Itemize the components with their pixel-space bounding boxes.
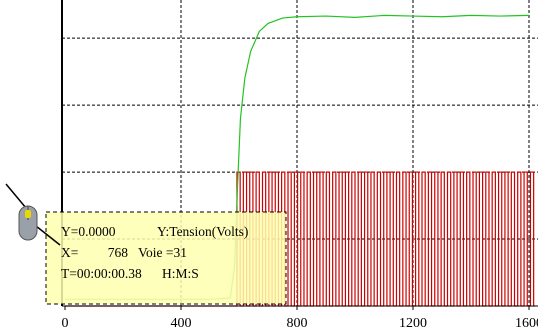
tooltip-text: Y:Tension(Volts) [157, 224, 248, 239]
tooltip-box [45, 211, 287, 305]
x-tick-label: 800 [287, 316, 308, 331]
mouse-pointer [5, 183, 61, 246]
tooltip-text: Voie =31 [138, 245, 187, 260]
x-tick-label: 1200 [399, 316, 427, 331]
tooltip-text: 768 [108, 245, 129, 260]
x-tick-label: 0 [62, 316, 69, 331]
pointer-line [5, 183, 27, 209]
tooltip-text: X= [61, 245, 78, 260]
tooltip-text: T=00:00:00.38 [61, 266, 142, 281]
grid [62, 0, 538, 306]
pointer-line [35, 225, 61, 246]
mouse-icon [25, 210, 31, 218]
tooltip-text: Y=0.0000 [61, 224, 116, 239]
x-tick-label: 400 [171, 316, 192, 331]
x-tick-label: 1600 [515, 316, 538, 331]
tooltip: Y=0.0000 Y:Tension(Volts) X= 768 Voie =3… [45, 211, 287, 305]
tooltip-text: H:M:S [162, 266, 199, 281]
